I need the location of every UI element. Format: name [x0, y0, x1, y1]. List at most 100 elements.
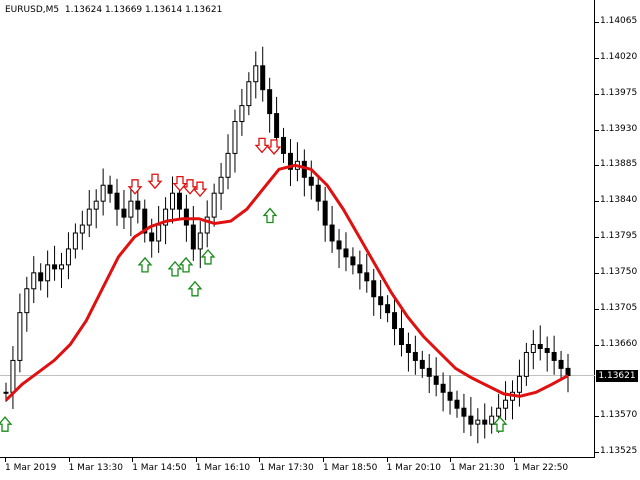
candle-body [357, 264, 363, 274]
candle-body [225, 152, 231, 178]
time-tick [132, 458, 134, 462]
candle-body [454, 399, 460, 409]
time-tick [450, 458, 452, 462]
candle-body [412, 351, 418, 361]
candle-body [544, 347, 550, 353]
candle-body [10, 359, 16, 393]
sell-arrow-icon [127, 179, 143, 195]
candle-body [523, 351, 529, 377]
candle-body [336, 240, 342, 250]
candle-body [107, 184, 113, 194]
candle-body [489, 415, 495, 425]
plot-area[interactable] [0, 0, 595, 458]
time-tick [259, 458, 261, 462]
price-tick-label: 1.13795 [600, 231, 638, 241]
price-tick [595, 93, 599, 95]
sell-arrow-icon [172, 175, 188, 192]
candle-body [197, 232, 203, 250]
price-tick [595, 416, 599, 418]
buy-arrow-icon [0, 416, 13, 432]
candle-body [3, 391, 9, 394]
candle-body [156, 224, 162, 242]
time-tick-label: 1 Mar 21:30 [450, 463, 505, 473]
time-tick [195, 458, 197, 462]
candle-body [52, 264, 58, 270]
candle-body [176, 192, 182, 210]
candle-body [149, 232, 155, 242]
candle-body [86, 208, 92, 226]
candle-body [475, 419, 481, 425]
price-tick-label: 1.13975 [600, 87, 638, 98]
buy-arrow-icon [187, 280, 203, 297]
candle-body [558, 359, 564, 369]
time-tick-label: 1 Mar 2019 [5, 463, 57, 473]
candle-body [239, 105, 245, 123]
candle-body [72, 232, 78, 250]
candle-body [267, 89, 273, 115]
candle-body [398, 328, 404, 345]
candle-body [211, 192, 217, 218]
candle-body [204, 216, 210, 234]
price-chart [0, 46, 595, 444]
time-tick-label: 1 Mar 17:30 [259, 463, 314, 473]
candle-body [100, 184, 106, 202]
candle-body [163, 208, 169, 226]
price-tick-label: 1.13705 [600, 302, 638, 313]
candle-body [170, 192, 176, 210]
sell-arrow-icon [147, 173, 163, 190]
price-tick-label: 1.14020 [600, 51, 638, 62]
buy-arrow-icon [167, 260, 183, 277]
candle-body [183, 208, 189, 226]
candle-body [565, 367, 571, 377]
current-price-label: 1.13621 [596, 369, 638, 382]
candle-body [468, 415, 474, 425]
candle-body [232, 121, 238, 154]
time-tick [68, 458, 70, 462]
buy-arrow-icon [137, 256, 153, 273]
candle-body [308, 176, 314, 186]
price-tick-label: 1.13570 [600, 410, 638, 421]
candle-body [121, 208, 127, 218]
price-tick-label: 1.13660 [600, 338, 638, 349]
candle-body [371, 280, 377, 298]
chart-title: EURUSD,M5 1.13624 1.13669 1.13614 1.1362… [5, 5, 222, 15]
candle-body [38, 272, 44, 282]
candle-body [350, 256, 356, 266]
time-tick-label: 1 Mar 22:50 [513, 463, 569, 473]
price-tick [595, 22, 599, 23]
price-tick [595, 237, 599, 238]
candle-body [128, 200, 134, 218]
price-tick [595, 308, 599, 310]
candle-body [440, 383, 446, 393]
candle-body [496, 407, 502, 417]
time-tick-label: 1 Mar 13:30 [68, 463, 123, 473]
buy-arrow-icon [262, 207, 278, 224]
candle-body [516, 375, 522, 393]
candle-body [246, 81, 252, 107]
candle-body [218, 176, 224, 194]
candle-body [114, 192, 120, 210]
candle-body [447, 391, 453, 401]
price-tick-label: 1.14065 [600, 16, 638, 26]
candle-body [482, 419, 488, 425]
price-tick-label: 1.13525 [600, 446, 638, 456]
sell-arrow-icon [266, 139, 282, 155]
candle-body [551, 351, 557, 361]
candle-body [79, 224, 85, 234]
candle-body [260, 65, 266, 91]
candle-body [59, 264, 65, 270]
buy-arrow-icon [178, 256, 194, 273]
price-tick [595, 129, 599, 131]
candle-body [530, 344, 536, 353]
time-tick-label: 1 Mar 18:50 [323, 463, 378, 473]
price-tick-label: 1.13885 [600, 159, 638, 170]
candle-body [93, 200, 99, 210]
candle-body [322, 200, 328, 226]
moving-average-line [4, 163, 569, 402]
candle-body [253, 65, 259, 83]
candle-body [503, 399, 509, 409]
price-tick-label: 1.13840 [600, 195, 638, 206]
candle-body [142, 208, 148, 234]
candle-body [392, 312, 398, 330]
